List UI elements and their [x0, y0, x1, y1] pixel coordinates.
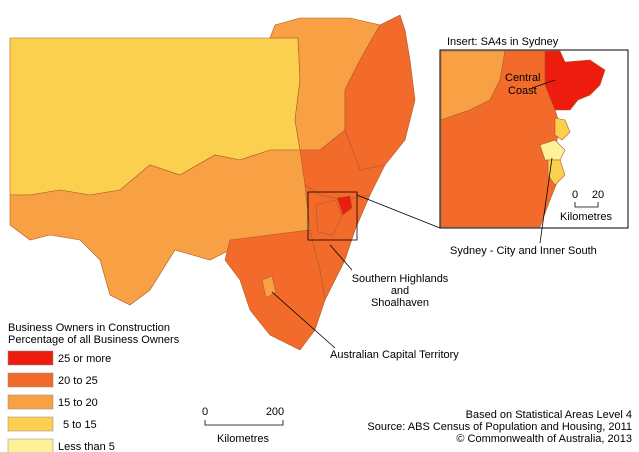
region — [336, 195, 353, 216]
leader-line — [531, 79, 556, 89]
region — [344, 14, 416, 171]
area-label: Southern Highlands — [352, 273, 449, 285]
note: © Commonwealth of Australia, 2013 — [456, 433, 632, 445]
region — [539, 139, 566, 161]
scale-tick-label: 0 — [202, 406, 208, 418]
legend: Business Owners in Construction Percenta… — [7, 322, 180, 452]
leader-line — [271, 291, 336, 349]
scale-tick-label: 20 — [592, 189, 604, 201]
area-label: Australian Capital Territory — [330, 349, 459, 361]
legend-swatch — [7, 350, 54, 366]
legend-label: 5 to 15 — [63, 419, 97, 431]
region — [547, 159, 566, 186]
leader-line — [329, 244, 353, 271]
area-label: and — [391, 285, 409, 297]
note: Based on Statistical Areas Level 4 — [466, 409, 632, 421]
legend-label: Less than 5 — [58, 441, 115, 452]
inset-label: Central — [505, 72, 540, 84]
leader-line — [539, 157, 553, 244]
region — [544, 50, 606, 111]
scale-bar — [574, 202, 599, 208]
inset-title: Insert: SA4s in Sydney — [447, 36, 559, 48]
leader-line — [356, 194, 441, 229]
inset-label: Coast — [508, 85, 537, 97]
scale-bar — [204, 420, 284, 426]
area-label: Sydney - City and Inner South — [450, 245, 597, 257]
legend-swatch — [7, 416, 54, 432]
legend-swatch — [7, 438, 54, 452]
scale-tick-label: 0 — [572, 189, 578, 201]
scale-unit: Kilometres — [560, 211, 612, 223]
inset: Insert: SA4s in Sydney Central Coast 0 2… — [439, 36, 629, 229]
legend-swatch — [7, 372, 54, 388]
legend-swatch — [7, 394, 54, 410]
scale-unit: Kilometres — [217, 433, 269, 445]
legend-label: 15 to 20 — [58, 397, 98, 409]
inset-frame — [307, 191, 358, 241]
legend-label: 20 to 25 — [58, 375, 98, 387]
area-label: Shoalhaven — [371, 297, 429, 309]
note: Source: ABS Census of Population and Hou… — [367, 421, 632, 433]
region — [554, 117, 571, 141]
nsw-map — [9, 14, 441, 351]
scale-tick-label: 200 — [266, 406, 284, 418]
region — [315, 199, 343, 236]
legend-label: 25 or more — [58, 353, 111, 365]
legend-title: Percentage of all Business Owners — [8, 334, 180, 346]
legend-title: Business Owners in Construction — [8, 322, 170, 334]
